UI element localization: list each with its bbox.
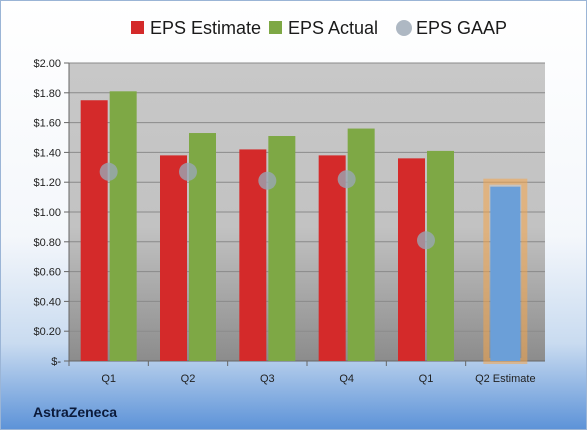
y-tick-label: $1.00 [33,207,61,219]
legend-swatch [131,21,144,34]
eps-gaap-marker [179,162,197,181]
x-tick-label: Q1 [101,373,116,385]
eps-estimate-bar [398,158,425,361]
x-tick-label: Q4 [339,373,354,385]
x-tick-label: Q2 Estimate [475,373,536,385]
y-tick-label: $1.40 [33,147,61,159]
y-tick-label: $0.40 [33,296,61,308]
x-tick-label: Q2 [181,373,196,385]
company-label: AstraZeneca [33,404,117,420]
y-tick-label: $1.60 [33,118,61,130]
x-axis-ticks: Q1 Q2 Q3 Q4 Q1 Q2 Estimate [68,361,536,385]
q2-estimate-bar [490,186,521,361]
bars [80,91,528,364]
legend-swatch [269,21,282,34]
y-axis-ticks: $2.00 $1.80 $1.60 $1.40 $1.20 $1.00 $0.80 $0.60… [33,58,69,368]
eps-estimate-bar [318,155,346,361]
y-tick-label: $1.80 [33,88,61,100]
eps-estimate-bar [80,100,108,361]
x-tick-label: Q1 [419,373,434,385]
eps-gaap-marker [417,231,435,250]
eps-actual-bar [268,136,296,361]
eps-gaap-marker [258,171,277,190]
legend-label: EPS Actual [288,18,378,38]
y-tick-label: $2.00 [33,58,61,70]
x-tick-label: Q3 [260,373,275,385]
legend: EPS Estimate EPS Actual EPS GAAP [131,18,507,38]
y-tick-label: $0.60 [33,267,61,279]
y-tick-label: $1.20 [33,177,61,189]
y-tick-label: $0.20 [33,326,61,338]
eps-actual-bar [427,150,454,361]
eps-actual-bar [109,91,137,361]
y-tick-label: $0.80 [33,237,61,249]
eps-actual-bar [347,128,375,361]
legend-swatch [396,20,412,36]
eps-gaap-marker [337,170,356,189]
eps-estimate-bar [160,155,187,361]
eps-gaap-marker [99,162,118,181]
legend-label: EPS GAAP [416,18,507,38]
y-tick-label: $- [51,356,61,368]
legend-label: EPS Estimate [150,18,261,38]
gaap-markers [99,162,435,250]
